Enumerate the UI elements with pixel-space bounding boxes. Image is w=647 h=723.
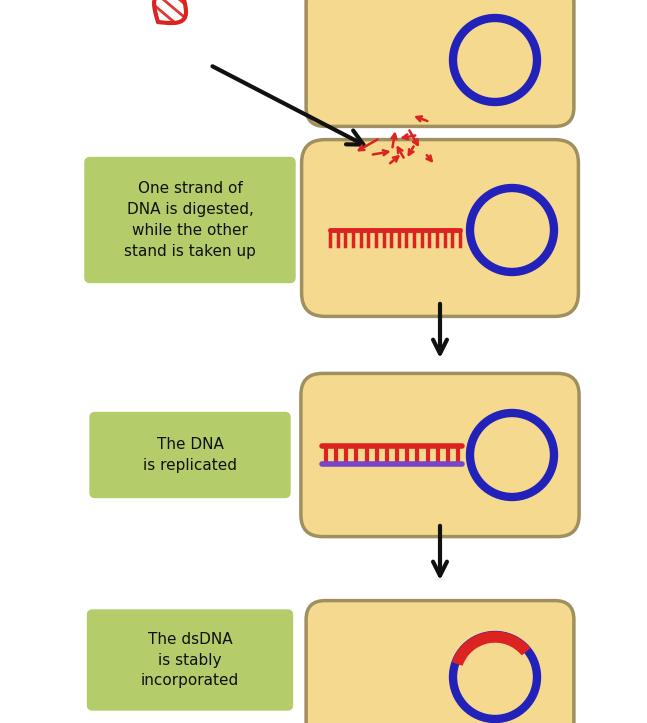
Text: The DNA
is replicated: The DNA is replicated (143, 437, 237, 473)
FancyBboxPatch shape (306, 0, 574, 127)
Text: One strand of
DNA is digested,
while the other
stand is taken up: One strand of DNA is digested, while the… (124, 181, 256, 259)
FancyBboxPatch shape (301, 373, 579, 536)
FancyBboxPatch shape (90, 413, 290, 497)
FancyBboxPatch shape (85, 158, 295, 283)
FancyBboxPatch shape (87, 610, 292, 710)
FancyBboxPatch shape (306, 601, 574, 723)
Wedge shape (453, 632, 529, 665)
FancyBboxPatch shape (302, 140, 578, 317)
Text: The dsDNA
is stably
incorporated: The dsDNA is stably incorporated (141, 631, 239, 688)
Circle shape (453, 635, 537, 719)
Circle shape (470, 188, 554, 272)
Circle shape (470, 413, 554, 497)
Circle shape (453, 18, 537, 102)
